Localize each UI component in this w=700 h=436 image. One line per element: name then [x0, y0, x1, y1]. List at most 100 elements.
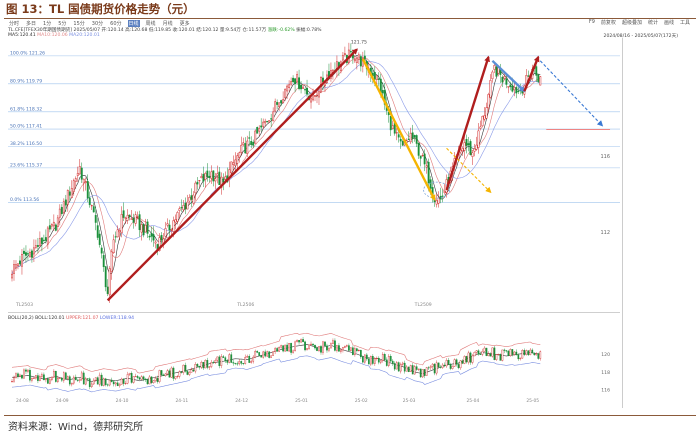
period-tab[interactable]: 15分	[73, 20, 85, 27]
boll-chart[interactable]: 116 118 120 24-08 24-09 24-10 24-11 24-12 25-01 2…	[8, 321, 620, 403]
candle-body	[357, 54, 360, 60]
period-tab[interactable]: 60分	[110, 20, 122, 27]
candle-body	[479, 126, 482, 129]
candle-body	[469, 141, 472, 156]
period-tab[interactable]: 30分	[91, 20, 104, 27]
candle-body	[96, 225, 99, 238]
candle-body	[224, 176, 227, 180]
candle-body	[304, 89, 306, 91]
boll-candle-body	[228, 354, 231, 363]
boll-candle-body	[455, 359, 458, 365]
boll-candle-body	[383, 354, 386, 361]
period-tab[interactable]: 1分	[43, 20, 52, 27]
boll-candle-body	[439, 366, 442, 368]
boll-candle-body	[170, 367, 173, 378]
candle-body	[260, 125, 263, 128]
tool-button[interactable]: 画线	[663, 20, 674, 26]
period-tab[interactable]: 5分	[58, 20, 67, 27]
period-tab[interactable]: 更多	[179, 20, 190, 27]
boll-x-tick-label: 25-04	[467, 398, 480, 403]
candle-body	[124, 217, 127, 220]
candle-body	[353, 59, 356, 62]
boll-candle-body	[499, 353, 502, 361]
boll-candle-body	[459, 360, 462, 369]
price-chart[interactable]: 100.0% 121.26 80.9% 119.79 61.8% 118.32 50.…	[8, 38, 620, 308]
candle-body	[501, 76, 504, 83]
candle-body	[419, 155, 422, 159]
candle-body	[122, 210, 125, 218]
candle-body	[78, 166, 81, 175]
tool-button[interactable]: F9	[588, 19, 595, 25]
candle-body	[437, 197, 440, 204]
candle-body	[182, 205, 185, 211]
boll-candle-body	[186, 371, 189, 375]
boll-candle-body	[218, 356, 221, 366]
period-tab[interactable]: 周线	[145, 20, 156, 27]
candle-body	[493, 65, 496, 70]
tool-button[interactable]: 超级叠加	[621, 20, 642, 26]
candle-body	[296, 74, 299, 83]
boll-candle-body	[144, 378, 147, 380]
candle-body	[515, 87, 518, 94]
boll-candle-body	[158, 370, 161, 382]
period-tab[interactable]: 分时	[9, 20, 20, 27]
candle-body	[108, 268, 111, 296]
bottom-circle	[423, 181, 451, 199]
candle-body	[417, 142, 420, 156]
boll-candle-body	[176, 376, 179, 378]
boll-candle-body	[284, 344, 286, 352]
boll-candle-body	[340, 349, 342, 352]
boll-candle-body	[350, 347, 352, 351]
candle-body	[477, 130, 480, 148]
boll-candle-body	[415, 366, 418, 370]
candle-body	[178, 208, 181, 211]
boll-candle-body	[505, 350, 508, 352]
candle-body	[513, 87, 516, 91]
candle-body	[172, 220, 175, 232]
candle-body	[471, 152, 474, 157]
boll-candle-body	[354, 348, 356, 355]
boll-candle-body	[43, 374, 45, 381]
candle-body	[160, 235, 163, 241]
candle-body	[86, 181, 89, 199]
boll-candle-body	[507, 350, 510, 356]
boll-candle-body	[389, 356, 392, 362]
quote-field: 量:9.54万	[219, 28, 243, 33]
quote-field: 低:119.85	[148, 28, 173, 33]
candle-body	[487, 94, 490, 109]
candle-body	[429, 179, 432, 189]
boll-candle-body	[535, 353, 538, 356]
boll-candle-body	[445, 360, 448, 367]
boll-candle-body	[222, 356, 225, 358]
boll-candle-body	[539, 351, 542, 359]
period-tab[interactable]: 月线	[162, 20, 173, 27]
candle-body	[435, 200, 438, 205]
period-tab[interactable]: 多日	[26, 20, 37, 27]
boll-candle-body	[324, 341, 326, 347]
boll-candle-body	[369, 356, 372, 365]
tool-button[interactable]: 统计	[647, 20, 658, 26]
candle-body	[355, 57, 358, 63]
boll-candle-body	[180, 371, 183, 373]
tool-button[interactable]: 前复权	[600, 20, 616, 26]
boll-candle-body	[246, 355, 249, 358]
candle-body	[70, 188, 73, 198]
candle-body	[154, 241, 157, 244]
boll-x-tick-label: 25-03	[403, 398, 416, 403]
candle-body	[298, 77, 301, 89]
candle-body	[46, 227, 49, 245]
boll-candle-body	[25, 369, 27, 372]
quote-field: 振幅:0.78%	[296, 28, 322, 33]
boll-legend-item: UPPER:121.07	[65, 316, 100, 321]
boll-candle-body	[511, 349, 514, 355]
candle-body	[268, 120, 271, 123]
boll-candle-body	[316, 347, 318, 351]
boll-candle-body	[31, 378, 33, 381]
boll-candle-body	[344, 345, 346, 348]
boll-candle-body	[483, 347, 486, 352]
tool-button[interactable]: 工具	[679, 20, 690, 26]
period-tab[interactable]: 日线	[127, 19, 140, 27]
ma-line-MA5	[11, 54, 541, 275]
boll-candle-body	[529, 349, 532, 356]
trend-arrow	[523, 55, 540, 92]
